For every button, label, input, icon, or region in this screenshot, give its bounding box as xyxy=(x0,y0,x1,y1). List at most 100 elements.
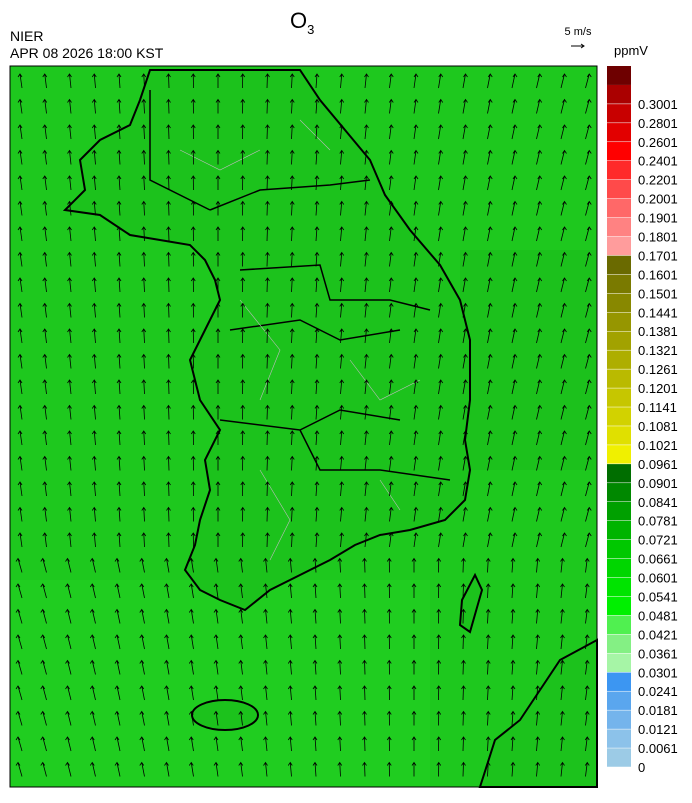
wind-arrow xyxy=(411,710,417,726)
wind-arrow xyxy=(265,251,270,267)
wind-arrow xyxy=(164,557,170,573)
colorbar-label: 0.0721 xyxy=(638,533,678,548)
colorbar-label: 0.1381 xyxy=(638,324,678,339)
wind-arrow xyxy=(461,736,466,752)
wind-arrow xyxy=(114,634,121,650)
wind-arrow xyxy=(190,98,196,114)
wind-arrow xyxy=(536,353,543,369)
colorbar-box xyxy=(607,293,631,313)
wind-arrow xyxy=(139,634,145,650)
colorbar-label: 0.0301 xyxy=(638,665,678,680)
wind-arrow xyxy=(166,73,171,89)
wind-arrow xyxy=(438,124,444,140)
colorbar-box xyxy=(607,160,631,180)
colorbar-box xyxy=(607,463,631,483)
wind-arrow xyxy=(240,73,246,89)
wind-arrow xyxy=(510,608,516,624)
wind-arrow xyxy=(584,685,590,701)
wind-arrow xyxy=(213,685,219,701)
wind-arrow xyxy=(190,353,196,369)
wind-arrow xyxy=(487,353,493,369)
wind-arrow xyxy=(584,710,590,726)
wind-arrow xyxy=(65,685,72,701)
wind-arrow xyxy=(190,124,196,140)
wind-arrow xyxy=(536,226,543,242)
colorbar-label: 0.0841 xyxy=(638,495,678,510)
wind-arrow xyxy=(215,73,221,88)
wind-arrow xyxy=(337,659,343,675)
wind-arrow xyxy=(462,455,468,471)
wind-arrow xyxy=(42,404,48,420)
wind-arrow xyxy=(462,277,468,293)
wind-arrow xyxy=(585,506,592,522)
wind-arrow xyxy=(263,583,268,599)
wind-arrow xyxy=(89,736,96,752)
wind-arrow xyxy=(462,226,468,242)
wind-arrow xyxy=(510,761,516,777)
wind-arrow xyxy=(166,532,171,548)
wind-arrow xyxy=(511,506,518,522)
wind-arrow xyxy=(339,455,345,471)
wind-arrow xyxy=(89,761,96,777)
wind-arrow xyxy=(139,685,145,701)
wind-arrow xyxy=(287,634,293,650)
wind-arrow xyxy=(362,634,367,650)
wind-arrow xyxy=(364,430,369,446)
wind-arrow xyxy=(339,277,345,293)
wind-arrow xyxy=(289,277,295,293)
wind-arrow xyxy=(312,634,318,650)
ulleung-island xyxy=(458,572,484,634)
wind-arrow xyxy=(560,404,567,420)
wind-arrow xyxy=(65,761,72,777)
wind-arrow xyxy=(462,251,468,267)
wind-arrow xyxy=(386,608,392,624)
wind-arrow xyxy=(240,328,246,344)
wind-arrow xyxy=(536,251,543,267)
wind-arrow xyxy=(362,710,367,726)
wind-arrow xyxy=(560,353,567,369)
wind-arrow xyxy=(263,685,268,701)
wind-arrow xyxy=(215,379,221,394)
wind-arrow xyxy=(188,583,194,599)
wind-arrow xyxy=(362,761,367,777)
wind-arrow xyxy=(413,124,419,140)
wind-arrow xyxy=(67,532,72,548)
colorbar-box xyxy=(607,369,631,389)
wind-arrow xyxy=(141,455,147,471)
wind-arrow xyxy=(265,404,270,420)
wind-arrow xyxy=(240,353,246,369)
wind-arrow xyxy=(190,73,196,89)
wind-arrow xyxy=(388,149,394,165)
wind-arrow xyxy=(116,481,122,497)
wind-arrow xyxy=(65,634,72,650)
wind-arrow xyxy=(166,302,171,318)
colorbar-label: 0.0481 xyxy=(638,608,678,623)
wind-arrow xyxy=(511,149,518,165)
wind-arrow xyxy=(289,302,295,318)
wind-arrow xyxy=(188,608,194,624)
wind-arrow xyxy=(413,73,419,89)
wind-arrow xyxy=(584,736,590,752)
wind-arrow xyxy=(15,710,23,726)
wind-arrow xyxy=(438,404,444,420)
wind-arrow xyxy=(510,634,516,650)
wind-arrow xyxy=(263,761,268,777)
colorbar-label: 0.1201 xyxy=(638,381,678,396)
wind-arrow xyxy=(17,175,23,191)
wind-reference-arrow xyxy=(571,43,585,49)
wind-arrow xyxy=(91,379,97,395)
wind-arrow xyxy=(314,455,320,471)
wind-arrow xyxy=(141,430,147,446)
wind-arrow xyxy=(190,506,196,522)
colorbar-label: 0.1081 xyxy=(638,419,678,434)
wind-arrow xyxy=(213,583,219,599)
wind-arrow xyxy=(511,532,518,548)
wind-arrow xyxy=(511,353,518,369)
wind-arrow xyxy=(386,583,392,599)
wind-arrow xyxy=(188,761,194,777)
wind-arrow xyxy=(536,455,543,471)
wind-arrow xyxy=(339,149,345,165)
wind-arrow xyxy=(17,481,23,497)
wind-arrow xyxy=(487,455,493,471)
wind-arrow xyxy=(141,532,147,548)
